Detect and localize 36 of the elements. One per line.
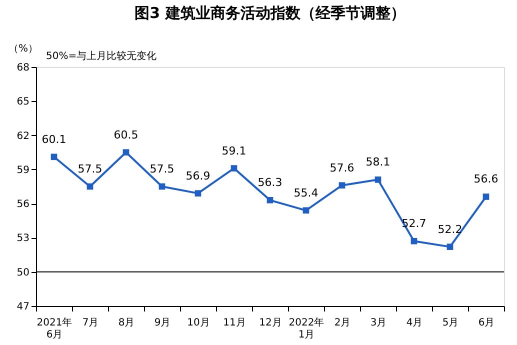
data-label: 57.6 [330,161,354,174]
y-axis-title: （%） [8,44,38,54]
data-label: 57.5 [150,162,174,176]
x-tick-label: 2021年 6月 [36,316,72,340]
data-label: 60.1 [42,132,66,146]
data-label: 57.5 [78,162,102,176]
y-tick-label: 65 [16,96,30,108]
x-tick-label: 4月 [406,318,423,328]
y-tick-label: 50 [16,267,30,278]
x-tick-label: 12月 [259,318,282,328]
y-tick-label: 59 [16,164,30,176]
x-tick-label: 8月 [118,318,135,328]
x-tick-label: 7月 [82,318,99,328]
chart-title: 图3 建筑业商务活动指数（经季节调整） [134,4,406,22]
y-tick-label: 56 [16,199,30,210]
x-tick-label: 2月 [334,318,351,328]
data-label: 58.1 [366,156,390,169]
data-label: 60.5 [114,128,138,142]
data-label: 56.3 [258,176,282,190]
data-label: 56.6 [474,172,498,186]
x-tick-label: 3月 [370,318,387,328]
y-tick-label: 62 [16,130,30,142]
x-tick-label: 6月 [478,318,495,328]
x-tick-label: 2022年 1月 [288,316,324,340]
data-label: 52.2 [438,222,462,236]
x-tick-label: 5月 [442,318,459,328]
text: 50%=与上月比较无变化 [46,50,157,62]
x-tick-label: 10月 [187,318,210,328]
y-tick-label: 47 [16,302,30,312]
x-tick-label: 11月 [223,318,246,328]
y-tick-label: 53 [16,233,30,244]
data-label: 55.4 [294,186,318,200]
data-label: 59.1 [222,144,246,158]
x-tick-label: 9月 [154,318,171,328]
data-label: 56.9 [186,169,210,182]
y-tick-label: 68 [16,62,30,74]
